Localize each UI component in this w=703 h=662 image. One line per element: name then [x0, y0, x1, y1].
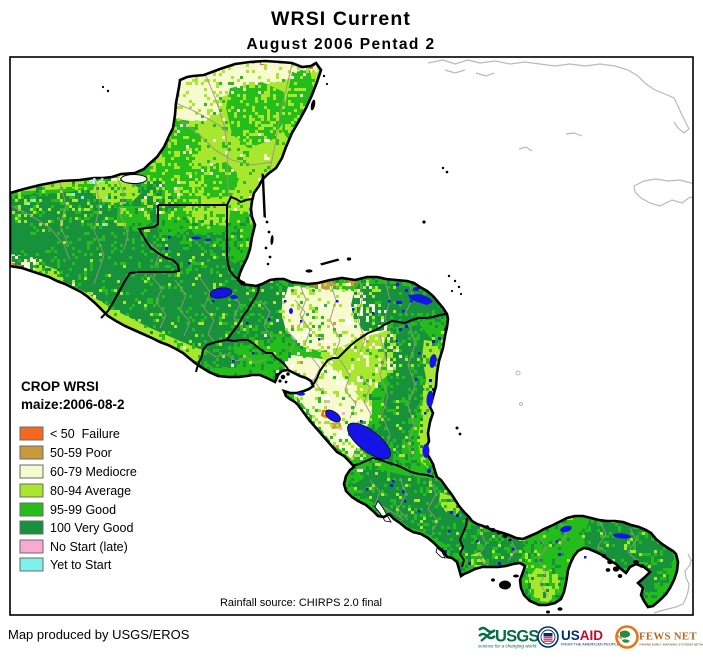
- svg-text:95-99 Good: 95-99 Good: [50, 503, 116, 517]
- svg-text:80-94 Average: 80-94 Average: [50, 484, 131, 498]
- svg-text:FEWS NET: FEWS NET: [639, 631, 697, 643]
- svg-text:USAID: USAID: [561, 628, 603, 643]
- svg-text:FAMINE EARLY WARNING SYSTEMS N: FAMINE EARLY WARNING SYSTEMS NETWORK: [640, 642, 703, 646]
- svg-text:Rainfall source: CHIRPS 2.0 fi: Rainfall source: CHIRPS 2.0 final: [220, 597, 382, 609]
- svg-text:60-79 Mediocre: 60-79 Mediocre: [50, 465, 137, 479]
- svg-text:Map produced by USGS/EROS: Map produced by USGS/EROS: [8, 627, 190, 642]
- svg-text:Yet to Start: Yet to Start: [50, 558, 112, 572]
- svg-text:< 50 Failure: < 50 Failure: [50, 427, 120, 441]
- svg-text:WRSI Current: WRSI Current: [271, 8, 411, 30]
- svg-text:August 2006 Pentad 2: August 2006 Pentad 2: [246, 36, 435, 53]
- svg-text:science for a changing world: science for a changing world: [478, 644, 537, 649]
- svg-text:FROM THE AMERICAN PEOPLE: FROM THE AMERICAN PEOPLE: [561, 642, 620, 647]
- svg-text:maize:2006-08-2: maize:2006-08-2: [21, 397, 125, 412]
- svg-text:USGS: USGS: [495, 628, 539, 646]
- svg-text:100 Very Good: 100 Very Good: [50, 521, 133, 535]
- svg-text:No Start (late): No Start (late): [50, 540, 128, 554]
- svg-text:50-59 Poor: 50-59 Poor: [50, 446, 112, 460]
- svg-text:CROP WRSI: CROP WRSI: [21, 379, 99, 394]
